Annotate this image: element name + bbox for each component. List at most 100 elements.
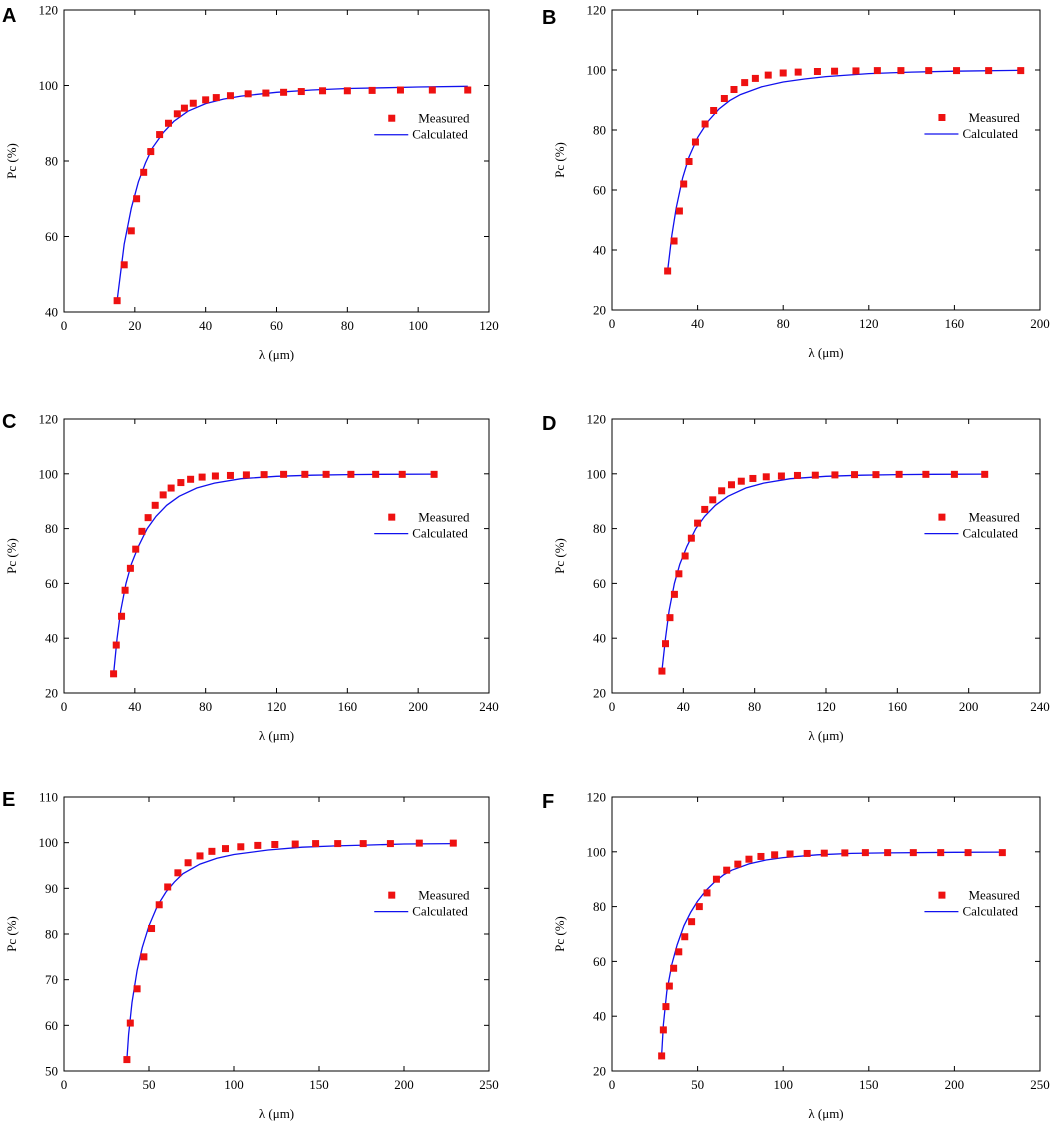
measured-point xyxy=(852,67,860,75)
measured-point xyxy=(709,496,717,504)
x-tick-label: 0 xyxy=(61,699,68,714)
measured-point xyxy=(730,86,738,93)
legend-calculated-label: Calculated xyxy=(412,127,468,142)
measured-point xyxy=(237,843,245,851)
measured-point xyxy=(280,470,288,478)
y-tick-label: 40 xyxy=(593,1009,606,1024)
measured-point xyxy=(831,67,839,75)
x-axis-title: λ (μm) xyxy=(259,1106,294,1121)
measured-point xyxy=(208,847,216,855)
x-tick-label: 0 xyxy=(609,699,616,714)
measured-point xyxy=(701,120,709,128)
measured-point xyxy=(884,849,892,857)
legend-measured-swatch xyxy=(938,891,946,899)
measured-point xyxy=(922,470,930,478)
measured-point xyxy=(666,614,674,622)
measured-point xyxy=(174,869,182,877)
legend-measured-swatch xyxy=(388,891,396,899)
measured-point xyxy=(749,474,757,482)
measured-point xyxy=(718,487,726,495)
measured-point xyxy=(811,471,819,479)
measured-point xyxy=(386,840,394,848)
plot-frame xyxy=(63,9,490,313)
measured-point xyxy=(280,88,288,96)
measured-point xyxy=(777,472,785,480)
y-tick-label: 120 xyxy=(587,3,607,18)
measured-point xyxy=(741,79,749,87)
calculated-line xyxy=(661,473,985,672)
measured-point xyxy=(762,473,770,481)
panel-letter: D xyxy=(542,413,556,435)
x-tick-label: 40 xyxy=(677,699,690,714)
measured-point xyxy=(665,982,673,990)
x-tick-label: 120 xyxy=(816,699,836,714)
y-tick-label: 120 xyxy=(39,3,59,18)
measured-point xyxy=(720,95,728,102)
measured-point xyxy=(156,131,164,139)
calculated-line xyxy=(666,69,1021,272)
measured-point xyxy=(187,475,195,483)
measured-point xyxy=(737,477,745,485)
measured-point xyxy=(464,86,472,94)
y-tick-label: 120 xyxy=(39,412,59,427)
measured-point xyxy=(688,918,696,926)
y-tick-label: 100 xyxy=(39,78,59,93)
y-tick-label: 60 xyxy=(45,576,58,591)
measured-point xyxy=(159,491,167,499)
measured-point xyxy=(701,505,709,513)
measured-point xyxy=(184,859,192,867)
measured-point xyxy=(291,840,299,848)
measured-point xyxy=(212,94,220,102)
measured-point xyxy=(138,527,146,535)
measured-point xyxy=(771,851,779,859)
plot-frame xyxy=(611,418,1041,694)
measured-point xyxy=(133,195,141,203)
measured-point xyxy=(681,933,689,941)
x-tick-label: 200 xyxy=(1030,316,1050,331)
measured-point xyxy=(222,845,229,853)
measured-point xyxy=(262,89,270,97)
measured-point xyxy=(177,479,185,487)
legend-measured-label: Measured xyxy=(968,510,1020,525)
y-tick-label: 40 xyxy=(45,305,58,320)
panel-letter: C xyxy=(2,411,16,433)
measured-point xyxy=(897,67,905,75)
x-tick-label: 40 xyxy=(128,699,141,714)
y-tick-label: 20 xyxy=(593,303,606,318)
y-tick-label: 100 xyxy=(587,466,607,481)
measured-point xyxy=(764,71,772,79)
measured-point xyxy=(173,110,181,118)
measured-point xyxy=(113,297,121,305)
y-tick-label: 20 xyxy=(593,1064,606,1079)
measured-point xyxy=(415,839,423,847)
y-tick-label: 20 xyxy=(45,686,58,701)
measured-point xyxy=(695,903,703,911)
measured-point xyxy=(396,86,404,94)
measured-point xyxy=(132,545,140,553)
plot-frame xyxy=(63,796,490,1072)
measured-point xyxy=(189,99,197,107)
measured-point xyxy=(925,67,933,75)
measured-point xyxy=(196,852,204,860)
plot-frame xyxy=(63,418,490,694)
measured-point xyxy=(449,839,457,847)
x-tick-label: 160 xyxy=(945,316,965,331)
measured-point xyxy=(1017,67,1025,75)
y-tick-label: 80 xyxy=(45,154,58,169)
measured-point xyxy=(757,852,765,860)
measured-point xyxy=(211,472,219,480)
measured-point xyxy=(981,470,989,478)
x-tick-label: 80 xyxy=(341,318,354,333)
x-tick-label: 200 xyxy=(945,1077,965,1092)
measured-point xyxy=(727,481,735,489)
y-tick-label: 60 xyxy=(45,1018,58,1033)
measured-point xyxy=(242,471,250,479)
x-tick-label: 50 xyxy=(691,1077,704,1092)
measured-point xyxy=(126,564,134,572)
measured-point xyxy=(658,667,666,675)
y-tick-label: 100 xyxy=(587,844,607,859)
measured-point xyxy=(779,69,787,77)
y-tick-label: 20 xyxy=(593,686,606,701)
